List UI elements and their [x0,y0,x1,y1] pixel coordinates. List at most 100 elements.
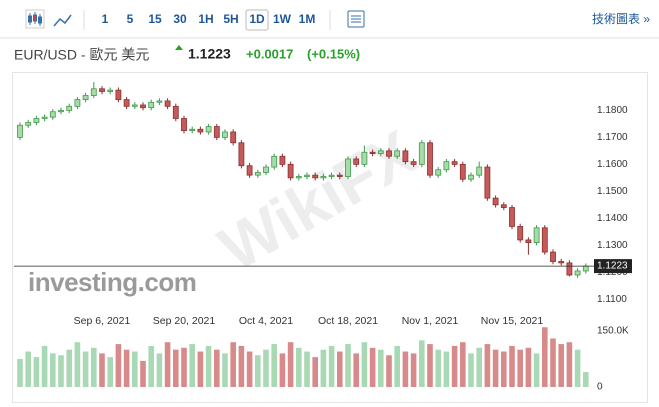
tech-chart-link[interactable]: 技術圖表 » [592,12,650,26]
candle-body [254,172,261,176]
line-icon[interactable] [53,14,72,27]
candle-body [66,105,73,111]
interval-button[interactable]: 15 [148,12,162,26]
volume-bar [509,345,515,387]
x-tick-label: Nov 15, 2021 [481,315,544,327]
chart-frame [12,72,648,403]
candle-body [172,105,179,119]
volume-bar [246,351,253,387]
candle-body [566,262,573,276]
volume-bar [25,351,31,387]
volume-bar [140,360,146,387]
interval-button[interactable]: 5H [223,12,238,26]
volume-bar [156,353,163,387]
candle-body [156,100,163,103]
candle-body [410,161,417,165]
interval-button[interactable]: 1W [273,12,292,26]
volume-bar [542,327,548,387]
table-icon[interactable] [347,10,365,28]
volume-bar [451,345,458,387]
candle-body [361,151,368,165]
y-tick-label: 1.1700 [597,132,628,143]
candle-body [394,150,401,157]
volume-bar [304,351,310,387]
candle-body [230,131,237,144]
candle-body [58,109,64,113]
candle-body [558,261,565,264]
volume-bar [550,338,556,387]
candle-body [500,204,507,208]
candle-body [115,89,122,100]
interval-selected [245,9,269,31]
volume-bar [287,342,294,387]
volume-bar [279,353,286,387]
candle-body [74,99,81,107]
volume-bar [214,349,220,387]
candle-body [369,151,376,154]
interval-button[interactable]: 1 [102,12,109,26]
y-tick-label: 1.1500 [597,186,628,197]
volume-bar [484,344,491,387]
volume-bar [369,347,376,387]
interval-button[interactable]: 5 [127,12,134,26]
volume-bar [33,357,40,387]
volume-tick-label: 0 [597,382,603,393]
candle-body [476,166,483,176]
volume-bar [402,351,409,387]
volume-bar [271,344,277,387]
volume-bar [115,344,122,387]
percent-change: (+0.15%) [307,46,360,61]
toolbar: 技術圖表 » [25,9,650,30]
volume-bar [328,345,335,387]
interval-button[interactable]: 30 [173,12,187,26]
volume-bar [50,353,56,387]
last-price-tag-label: 1.1223 [597,261,628,272]
volume-bar [17,359,23,387]
candle-body [304,174,310,177]
x-tick-label: Nov 1, 2021 [402,315,459,327]
volume-bar [320,349,327,387]
candle-body [427,142,433,176]
candle-body [181,118,187,132]
candle-body [123,99,130,107]
volume-bar [91,347,97,387]
candle-icon-box[interactable] [25,9,45,29]
volume-bar [558,344,564,387]
y-tick-label: 1.1400 [597,213,628,224]
candle-body [328,174,335,177]
volume-bar [345,344,351,387]
candle-body [451,161,458,165]
quote-header: EUR/USD - 歐元 美元 1.1223 +0.0017 (+0.15%) [14,45,360,63]
volume-bar [148,345,154,387]
volume-bar [164,342,171,387]
candle-body [320,176,327,179]
volume-bar [189,344,195,387]
volume-bar [378,349,384,387]
candle-body [386,150,392,157]
candle-body [279,155,286,165]
volume-bar [132,351,138,387]
volume-bar [99,353,105,387]
table-icon-lines [351,15,361,23]
volume-bar [468,353,474,387]
candle-body [468,174,474,180]
candle-body [41,116,48,119]
interval-button[interactable]: 1D [249,12,265,26]
candle-body [33,118,40,123]
candle-body [525,239,532,244]
volume-bar [197,351,204,387]
pair-name: EUR/USD - 歐元 美元 [14,47,149,63]
interval-button[interactable]: 1M [299,12,316,26]
candle-body [263,166,269,173]
volume-bar [255,355,261,387]
candle-body [492,197,499,206]
volume-bar [205,345,212,387]
volume-bar [222,353,228,387]
candle-body [336,174,343,177]
candle-body [443,161,450,171]
volume-bar [263,349,269,387]
volume-bar [410,353,417,387]
interval-button[interactable]: 1H [198,12,213,26]
